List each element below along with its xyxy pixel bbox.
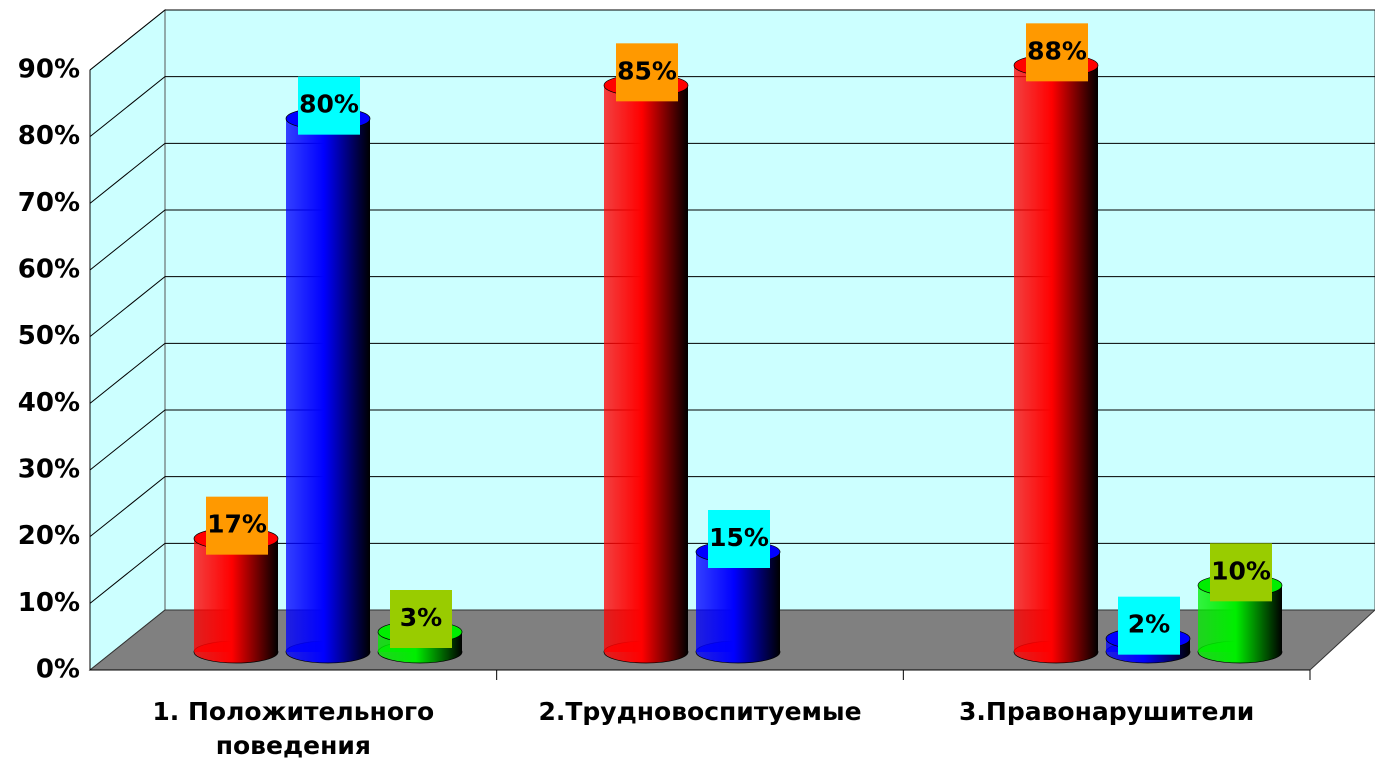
- value-label-box: [1210, 543, 1272, 602]
- x-tick-label: 1. Положительного поведения: [152, 697, 435, 760]
- x-tick-label: 3.Правонарушители: [959, 697, 1255, 726]
- value-label: 3%: [400, 603, 442, 632]
- bar-body: [1014, 65, 1098, 653]
- value-label: 17%: [207, 510, 267, 539]
- bar: [285, 107, 371, 664]
- value-label: 80%: [299, 90, 359, 119]
- y-tick-label: 60%: [18, 255, 80, 285]
- value-label-box: [298, 76, 360, 135]
- value-label-box: [1118, 596, 1180, 655]
- value-label-box: [616, 43, 678, 102]
- bar: [1013, 53, 1099, 664]
- grid-line: [89, 9, 1375, 71]
- value-label: 88%: [1027, 36, 1087, 65]
- value-label-box: [708, 510, 770, 568]
- y-tick-label: 90%: [18, 55, 80, 85]
- y-tick-label: 70%: [18, 188, 80, 218]
- value-label-box: [1026, 23, 1088, 82]
- grid-line: [89, 142, 1375, 204]
- bar-body: [604, 85, 688, 653]
- x-tick-label: 2.Трудновоспитуемые: [538, 697, 862, 726]
- y-tick-label: 50%: [18, 321, 80, 351]
- bar-body: [286, 118, 370, 652]
- y-tick-label: 20%: [18, 521, 80, 551]
- bar-body: [194, 538, 278, 652]
- bar-body: [696, 552, 780, 652]
- grid-line: [89, 342, 1375, 404]
- bar: [193, 527, 279, 664]
- grid-line: [89, 476, 1375, 538]
- y-tick-label: 80%: [18, 121, 80, 151]
- value-label: 2%: [1128, 610, 1170, 639]
- grid-line: [89, 542, 1375, 604]
- bar: [603, 73, 689, 664]
- value-label-box: [206, 496, 268, 555]
- value-label: 15%: [709, 523, 769, 552]
- grid-line: [89, 76, 1375, 138]
- value-label: 85%: [617, 56, 677, 85]
- grid-line: [89, 409, 1375, 471]
- y-tick-label: 10%: [18, 588, 80, 618]
- grid-line: [89, 276, 1375, 338]
- left-wall: [89, 8, 166, 672]
- y-tick-label: 0%: [36, 655, 80, 685]
- value-label-box: [390, 590, 452, 648]
- y-tick-label: 30%: [18, 455, 80, 485]
- value-label: 10%: [1211, 556, 1271, 585]
- y-tick-label: 40%: [18, 388, 80, 418]
- grid-line: [89, 209, 1375, 271]
